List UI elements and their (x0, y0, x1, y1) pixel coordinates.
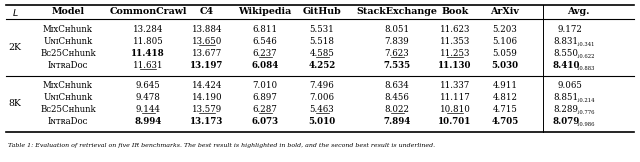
Text: 13.173: 13.173 (190, 117, 224, 127)
Text: ↓0.883: ↓0.883 (576, 66, 596, 71)
Text: 11.353: 11.353 (440, 37, 470, 46)
Text: IɴᴛʀaDᴏᴄ: IɴᴛʀaDᴏᴄ (48, 62, 88, 70)
Text: 6.546: 6.546 (253, 37, 277, 46)
Text: 14.190: 14.190 (192, 93, 222, 103)
Text: ↓0.341: ↓0.341 (576, 42, 596, 47)
Text: 8.456: 8.456 (385, 93, 410, 103)
Text: 8.051: 8.051 (385, 25, 410, 35)
Text: 13.284: 13.284 (133, 25, 163, 35)
Text: 13.197: 13.197 (190, 62, 224, 70)
Text: 11.623: 11.623 (440, 25, 470, 35)
Text: 8.410: 8.410 (552, 62, 580, 70)
Text: 9.065: 9.065 (557, 81, 582, 91)
Text: 6.073: 6.073 (252, 117, 278, 127)
Text: 6.287: 6.287 (253, 105, 277, 115)
Text: 7.839: 7.839 (385, 37, 410, 46)
Text: 10.701: 10.701 (438, 117, 472, 127)
Text: 9.172: 9.172 (557, 25, 582, 35)
Text: 8.022: 8.022 (385, 105, 410, 115)
Text: 6.897: 6.897 (253, 93, 277, 103)
Text: 5.518: 5.518 (310, 37, 335, 46)
Text: 6.811: 6.811 (252, 25, 278, 35)
Text: Wikipedia: Wikipedia (238, 7, 292, 17)
Text: 6.084: 6.084 (252, 62, 278, 70)
Text: 11.130: 11.130 (438, 62, 472, 70)
Text: ↓0.776: ↓0.776 (576, 110, 596, 115)
Text: 4.705: 4.705 (492, 117, 518, 127)
Text: $L$: $L$ (12, 6, 19, 17)
Text: 10.810: 10.810 (440, 105, 470, 115)
Text: StackExchange: StackExchange (356, 7, 437, 17)
Text: 5.059: 5.059 (493, 50, 517, 58)
Text: 4.812: 4.812 (493, 93, 518, 103)
Text: Avg.: Avg. (567, 7, 589, 17)
Text: 4.911: 4.911 (493, 81, 518, 91)
Text: 6.237: 6.237 (253, 50, 277, 58)
Text: 8.289: 8.289 (554, 105, 579, 115)
Text: 5.463: 5.463 (310, 105, 334, 115)
Text: 8.634: 8.634 (385, 81, 410, 91)
Text: 4.585: 4.585 (310, 50, 335, 58)
Text: GitHub: GitHub (303, 7, 341, 17)
Text: 13.579: 13.579 (192, 105, 222, 115)
Text: 8.851: 8.851 (554, 93, 579, 103)
Text: UɴɪCʜhunk: UɴɪCʜhunk (44, 93, 93, 103)
Text: 11.253: 11.253 (440, 50, 470, 58)
Text: 8.550: 8.550 (554, 50, 579, 58)
Text: Table 1: Evaluation of retrieval on five IR benchmarks. The best result is highl: Table 1: Evaluation of retrieval on five… (8, 144, 435, 149)
Text: 11.418: 11.418 (131, 50, 165, 58)
Text: 13.884: 13.884 (192, 25, 222, 35)
Text: 9.645: 9.645 (136, 81, 161, 91)
Text: 5.203: 5.203 (493, 25, 517, 35)
Text: 11.805: 11.805 (132, 37, 163, 46)
Text: 9.144: 9.144 (136, 105, 161, 115)
Text: 7.010: 7.010 (252, 81, 278, 91)
Text: 8.994: 8.994 (134, 117, 162, 127)
Text: Bᴄ25Cʜhunk: Bᴄ25Cʜhunk (40, 50, 96, 58)
Text: 5.106: 5.106 (493, 37, 518, 46)
Text: 4.715: 4.715 (493, 105, 517, 115)
Text: 7.623: 7.623 (385, 50, 410, 58)
Text: MɪxCʜhunk: MɪxCʜhunk (43, 81, 93, 91)
Text: Book: Book (442, 7, 468, 17)
Text: C4: C4 (200, 7, 214, 17)
Text: 7.535: 7.535 (383, 62, 411, 70)
Text: 5.010: 5.010 (308, 117, 335, 127)
Text: 7.496: 7.496 (310, 81, 334, 91)
Text: 4.252: 4.252 (308, 62, 335, 70)
Text: 7.006: 7.006 (310, 93, 335, 103)
Text: Bᴄ25Cʜhunk: Bᴄ25Cʜhunk (40, 105, 96, 115)
Text: ↓0.214: ↓0.214 (576, 98, 596, 103)
Text: ↓0.986: ↓0.986 (576, 122, 596, 127)
Text: 11.631: 11.631 (132, 62, 163, 70)
Text: 8.079: 8.079 (552, 117, 580, 127)
Text: UɴɪCʜhunk: UɴɪCʜhunk (44, 37, 93, 46)
Text: 5.030: 5.030 (492, 62, 518, 70)
Text: ArXiv: ArXiv (491, 7, 520, 17)
Text: MɪxCʜhunk: MɪxCʜhunk (43, 25, 93, 35)
Text: 13.650: 13.650 (192, 37, 222, 46)
Text: ↓0.622: ↓0.622 (576, 54, 596, 59)
Text: 7.894: 7.894 (383, 117, 411, 127)
Text: Model: Model (51, 7, 84, 17)
Text: 8.831: 8.831 (554, 37, 579, 46)
Text: 8K: 8K (8, 99, 21, 109)
Text: CommonCrawl: CommonCrawl (109, 7, 187, 17)
Text: 2K: 2K (8, 44, 22, 52)
Text: 13.677: 13.677 (192, 50, 222, 58)
Text: 11.117: 11.117 (440, 93, 470, 103)
Text: IɴᴛʀaDᴏᴄ: IɴᴛʀaDᴏᴄ (48, 117, 88, 127)
Text: 14.424: 14.424 (192, 81, 222, 91)
Text: 11.337: 11.337 (440, 81, 470, 91)
Text: 9.478: 9.478 (136, 93, 161, 103)
Text: 5.531: 5.531 (310, 25, 334, 35)
